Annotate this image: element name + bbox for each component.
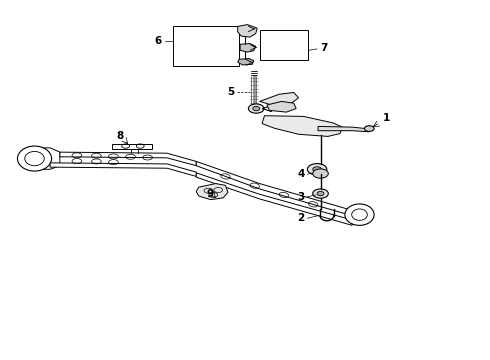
Polygon shape (196, 173, 352, 225)
Polygon shape (60, 152, 196, 166)
Polygon shape (196, 161, 352, 216)
Polygon shape (113, 144, 152, 149)
Ellipse shape (317, 192, 324, 196)
Text: 1: 1 (383, 113, 390, 123)
Text: 4: 4 (297, 169, 305, 179)
Ellipse shape (307, 163, 327, 175)
Polygon shape (196, 184, 228, 200)
Text: 9: 9 (206, 189, 214, 199)
Polygon shape (260, 93, 298, 106)
Bar (260, 30, 308, 60)
Text: 3: 3 (297, 192, 305, 202)
Text: 6: 6 (155, 36, 162, 46)
Polygon shape (240, 44, 256, 52)
Bar (173, 26, 239, 66)
Ellipse shape (248, 104, 264, 113)
Polygon shape (238, 59, 254, 65)
Ellipse shape (365, 126, 374, 131)
Polygon shape (318, 126, 369, 132)
Ellipse shape (345, 204, 374, 225)
Ellipse shape (313, 189, 328, 198)
Ellipse shape (313, 169, 328, 178)
Polygon shape (267, 102, 296, 112)
Ellipse shape (18, 146, 51, 171)
Text: 5: 5 (227, 87, 234, 98)
Polygon shape (50, 163, 196, 176)
Text: 2: 2 (297, 213, 305, 223)
Ellipse shape (253, 107, 260, 111)
Polygon shape (238, 24, 257, 37)
Text: 7: 7 (320, 43, 328, 53)
Polygon shape (262, 116, 343, 136)
Text: 8: 8 (116, 131, 123, 141)
Ellipse shape (313, 167, 321, 172)
Polygon shape (28, 148, 60, 169)
